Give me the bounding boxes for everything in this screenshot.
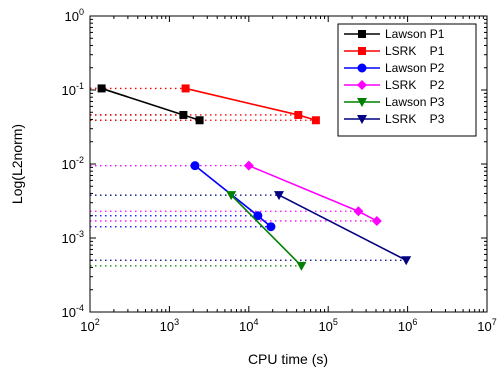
series-line xyxy=(278,194,407,261)
legend-label: LSRK P2 xyxy=(385,78,445,92)
data-point xyxy=(190,161,200,171)
data-point xyxy=(181,84,190,93)
axes: 102 103 104 105 106 107 10-4 10-3 10-2 10-1 100 xyxy=(62,7,497,334)
data-point xyxy=(294,110,303,119)
data-point xyxy=(97,84,106,93)
data-point xyxy=(273,191,284,201)
x-tick-label: 104 xyxy=(239,317,258,334)
x-tick-label: 102 xyxy=(80,317,99,334)
series-line xyxy=(230,194,302,267)
legend-marker xyxy=(357,98,367,107)
series-group xyxy=(97,84,412,271)
legend-marker xyxy=(357,63,367,73)
data-point xyxy=(253,211,263,221)
legend-marker xyxy=(358,30,366,38)
x-axis-label: CPU time (s) xyxy=(248,351,328,367)
x-tick-label: 105 xyxy=(318,317,337,334)
legend-marker xyxy=(357,80,367,90)
legend-marker xyxy=(357,115,367,124)
legend: Lawson P1 LSRK P1 Lawson P2 LSRK P2 Lawson P… xyxy=(337,23,477,137)
data-point xyxy=(311,116,320,125)
reference-lines xyxy=(90,87,407,267)
x-tick-label: 107 xyxy=(477,317,496,334)
data-point xyxy=(243,160,254,171)
legend-label: Lawson P2 xyxy=(385,61,445,75)
y-tick-label: 10-1 xyxy=(62,81,84,98)
data-point xyxy=(179,110,188,119)
legend-label: LSRK P3 xyxy=(385,112,445,126)
data-point xyxy=(296,261,307,271)
data-point xyxy=(401,256,412,266)
x-tick-label: 103 xyxy=(160,317,179,334)
y-axis-label: Log(L2norm) xyxy=(9,124,25,204)
legend-marker xyxy=(358,47,366,55)
data-point xyxy=(353,206,364,217)
legend-label: Lawson P1 xyxy=(385,27,445,41)
legend-label: LSRK P1 xyxy=(385,44,445,58)
data-point xyxy=(195,116,204,125)
y-tick-label: 10-4 xyxy=(62,303,84,320)
y-tick-label: 10-3 xyxy=(62,229,84,246)
y-tick-label: 100 xyxy=(65,7,84,24)
y-tick-label: 10-2 xyxy=(62,155,84,172)
data-point xyxy=(371,215,382,226)
data-point xyxy=(226,191,237,201)
x-tick-label: 106 xyxy=(398,317,417,334)
legend-label: Lawson P3 xyxy=(385,95,445,109)
data-point xyxy=(266,222,276,232)
